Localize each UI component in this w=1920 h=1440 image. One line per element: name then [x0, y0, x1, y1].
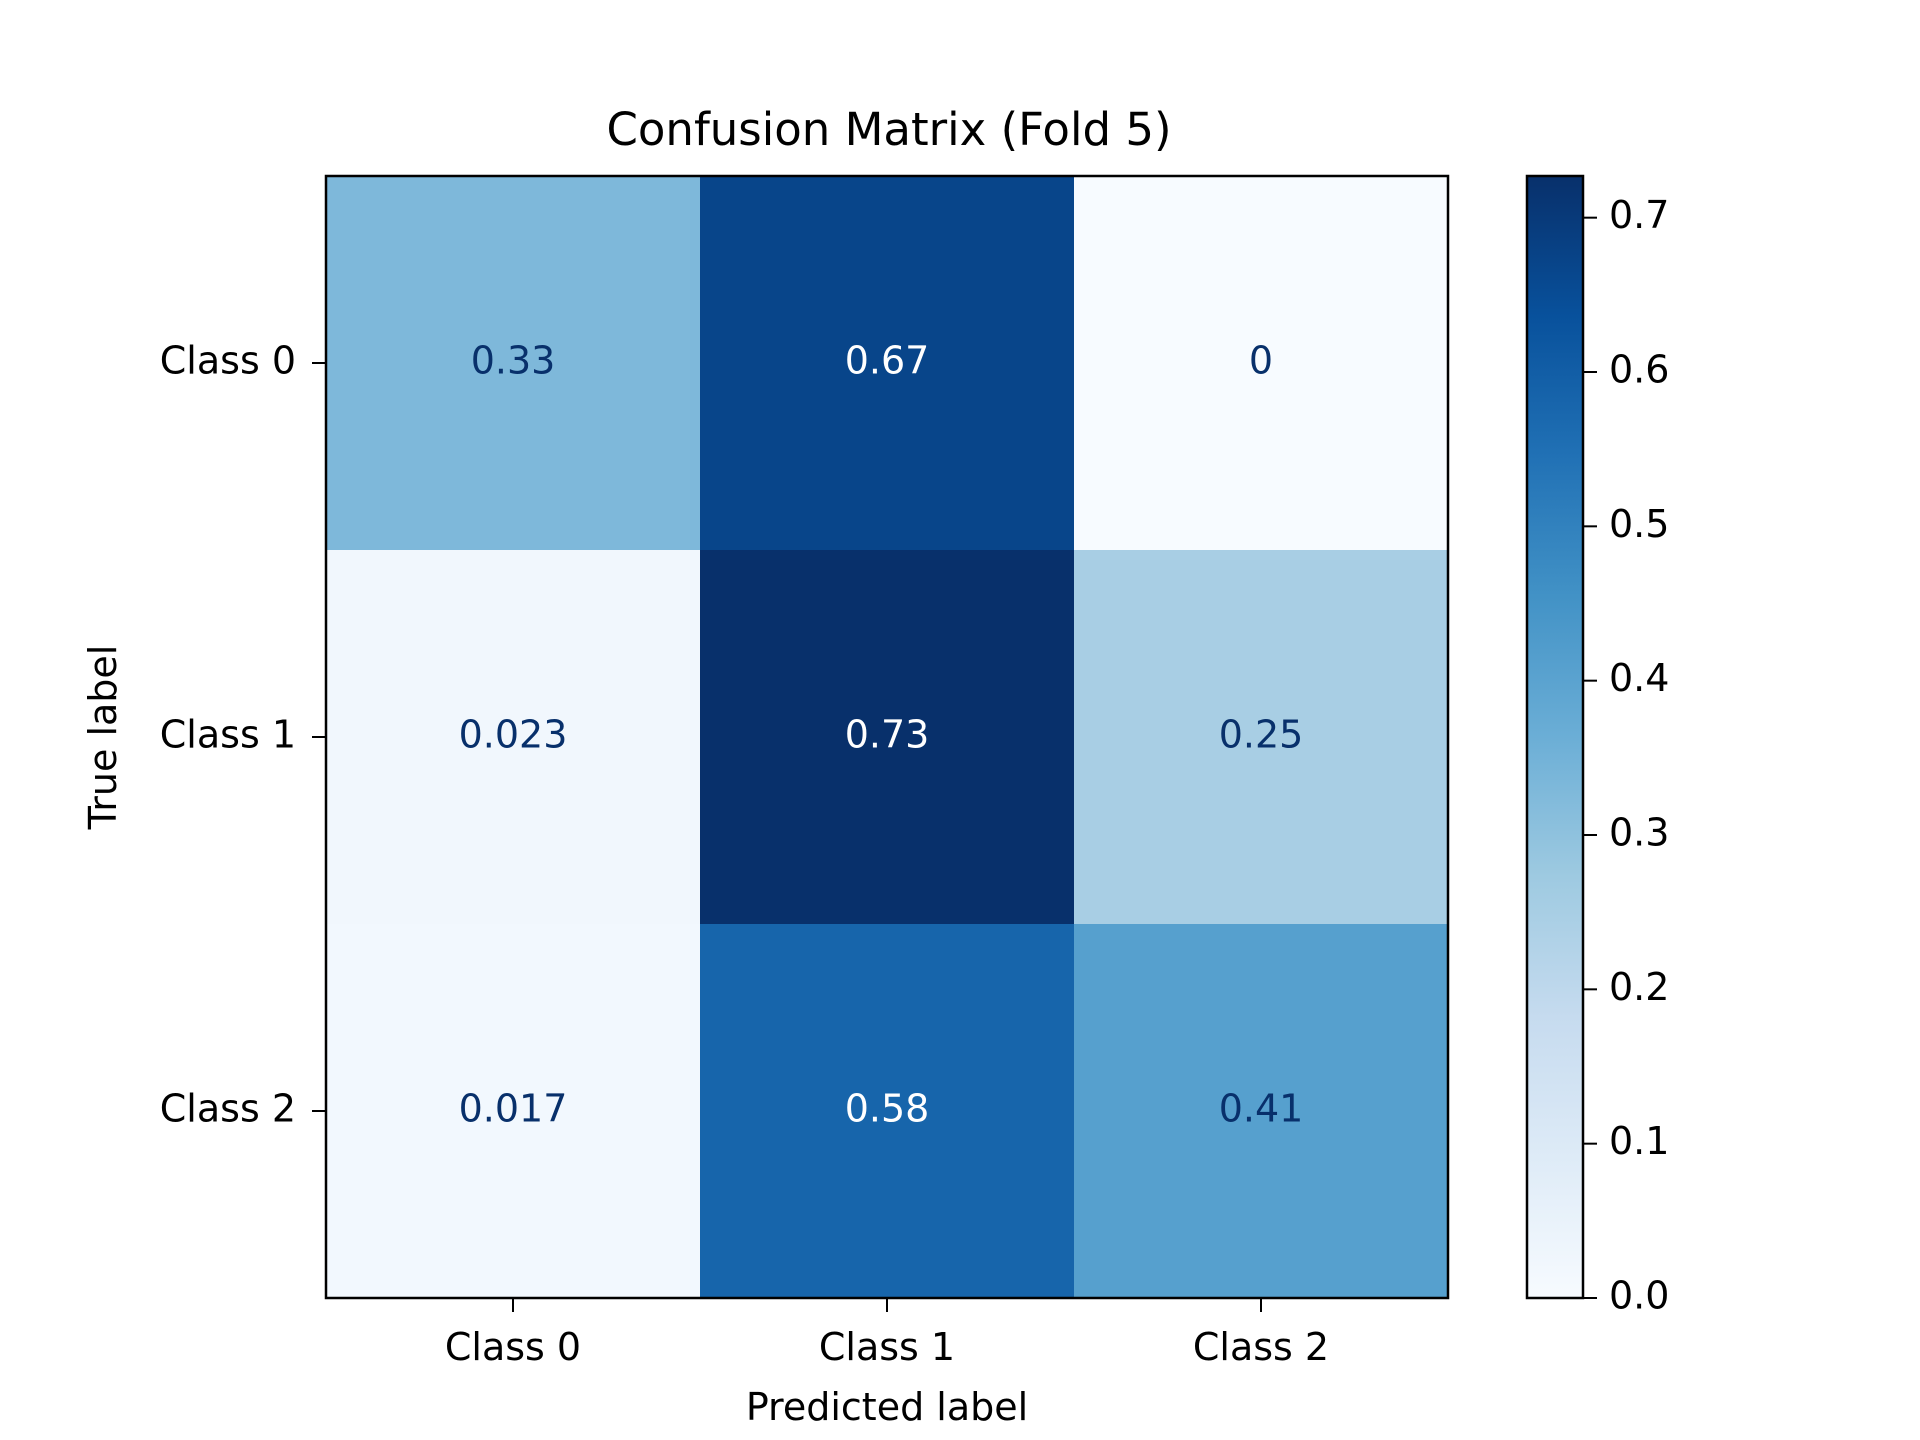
y-axis: Class 0 Class 1 Class 2: [160, 339, 326, 1131]
cell-value-label: 0.58: [845, 1087, 930, 1131]
x-tick-label: Class 2: [1193, 1325, 1329, 1369]
heatmap-cell: [1074, 924, 1449, 1299]
colorbar-tick-label: 0.2: [1609, 965, 1669, 1009]
heatmap-cell: [326, 550, 701, 925]
cell-value-label: 0.023: [459, 713, 568, 757]
heatmap-cell: [326, 176, 701, 551]
heatmap-cell: [700, 924, 1075, 1299]
colorbar-tick-label: 0.4: [1609, 656, 1669, 700]
heatmap-cells: [326, 176, 1449, 1299]
y-tick-label: Class 0: [160, 339, 296, 383]
heatmap-cell: [700, 176, 1075, 551]
y-tick-label: Class 1: [160, 713, 296, 757]
heatmap-value-labels: 0.33 0.67 0 0.023 0.73 0.25 0.017 0.58 0.41: [459, 339, 1304, 1131]
cell-value-label: 0.25: [1219, 713, 1304, 757]
colorbar-gradient: [1527, 176, 1583, 1298]
colorbar-frame: [1525, 174, 1585, 1300]
heatmap-cell: [1074, 176, 1449, 551]
colorbar: 0.0 0.1 0.2 0.3 0.4 0.5 0.6 0.7: [1525, 174, 1669, 1318]
colorbar-tick-label: 0.5: [1609, 502, 1669, 546]
cell-value-label: 0.017: [459, 1087, 568, 1131]
x-tick-label: Class 0: [445, 1325, 581, 1369]
colorbar-ticks: 0.0 0.1 0.2 0.3 0.4 0.5 0.6 0.7: [1583, 193, 1669, 1318]
x-axis: Class 0 Class 1 Class 2: [445, 1298, 1329, 1369]
cell-value-label: 0: [1249, 339, 1273, 383]
x-axis-label: Predicted label: [746, 1385, 1028, 1429]
colorbar-tick-label: 0.7: [1609, 193, 1669, 237]
colorbar-tick-label: 0.0: [1609, 1274, 1669, 1318]
colorbar-tick-label: 0.1: [1609, 1119, 1669, 1163]
x-tick-label: Class 1: [819, 1325, 955, 1369]
cell-value-label: 0.33: [471, 339, 556, 383]
heatmap-cell: [700, 550, 1075, 925]
heatmap-cell: [326, 924, 701, 1299]
y-tick-label: Class 2: [160, 1087, 296, 1131]
cell-value-label: 0.41: [1219, 1087, 1304, 1131]
colorbar-tick-label: 0.3: [1609, 811, 1669, 855]
chart-title: Confusion Matrix (Fold 5): [606, 103, 1171, 156]
cell-value-label: 0.73: [845, 713, 930, 757]
heatmap-cell: [1074, 550, 1449, 925]
y-axis-label: True label: [81, 645, 125, 831]
cell-value-label: 0.67: [845, 339, 930, 383]
colorbar-tick-label: 0.6: [1609, 348, 1669, 392]
